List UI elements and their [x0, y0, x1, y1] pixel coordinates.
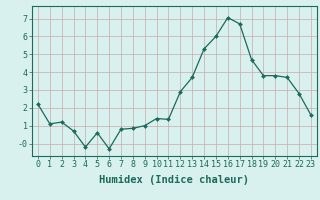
X-axis label: Humidex (Indice chaleur): Humidex (Indice chaleur)	[100, 175, 249, 185]
